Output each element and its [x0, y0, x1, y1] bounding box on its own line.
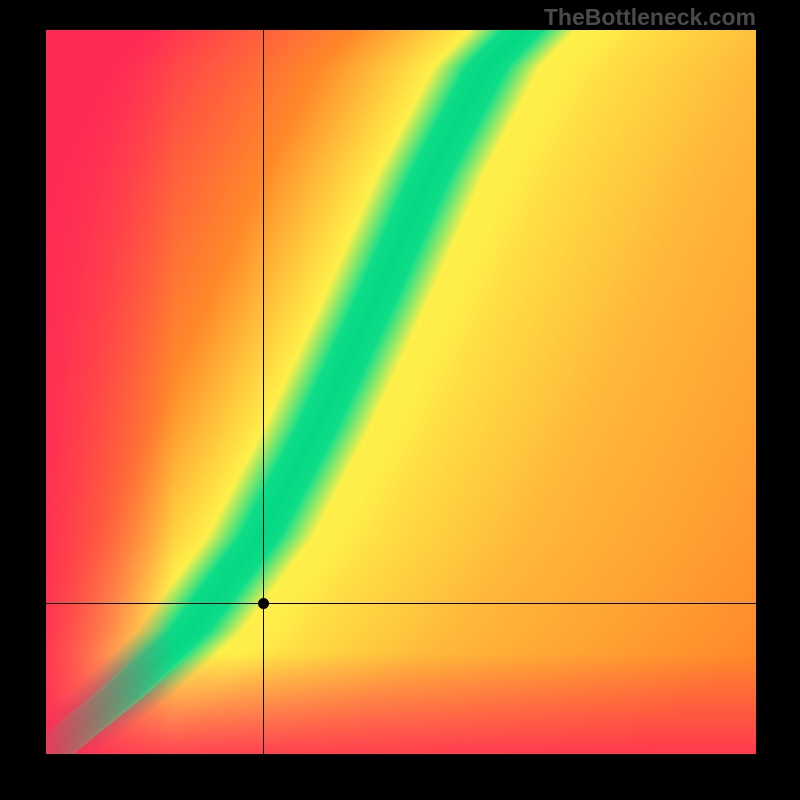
crosshair-vertical	[263, 30, 264, 754]
watermark-text: TheBottleneck.com	[544, 4, 756, 31]
chart-container: TheBottleneck.com	[0, 0, 800, 800]
heatmap-canvas	[46, 30, 756, 754]
crosshair-horizontal	[46, 603, 756, 604]
